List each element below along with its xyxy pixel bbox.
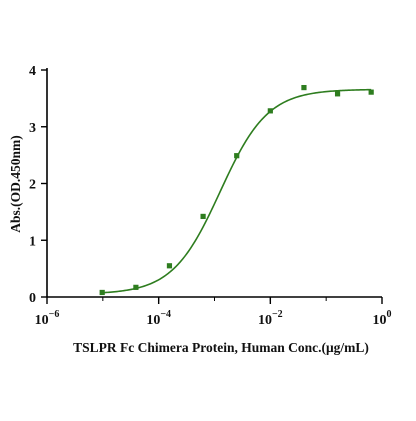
fit-curves (102, 88, 372, 294)
y-tick-label: 4 (29, 64, 36, 79)
data-point (368, 89, 374, 95)
data-point (234, 153, 240, 159)
data-points (99, 84, 374, 296)
y-tick-label: 2 (29, 178, 36, 193)
x-tick-label: 100 (373, 309, 392, 328)
y-tick-label: 1 (29, 234, 36, 249)
data-point (133, 284, 139, 290)
ticks: 0 1 2 3 4 10−6 10−4 10−2 100 (29, 64, 392, 328)
data-point (334, 91, 341, 97)
y-axis-label: Abs.(OD.450nm) (8, 135, 23, 233)
axes (46, 68, 382, 298)
data-point (267, 108, 273, 114)
y-tick-label: 0 (29, 291, 36, 306)
x-tick-label: 10−2 (258, 309, 283, 328)
data-point (200, 213, 206, 220)
fit-curve (102, 88, 372, 294)
y-tick-label: 3 (29, 121, 36, 136)
data-point (166, 263, 173, 269)
data-point (99, 289, 105, 296)
data-point (301, 84, 307, 91)
x-tick-label: 10−4 (146, 309, 171, 328)
x-tick-label: 10−6 (35, 309, 60, 328)
x-axis-label: TSLPR Fc Chimera Protein, Human Conc.(μg… (73, 340, 369, 355)
